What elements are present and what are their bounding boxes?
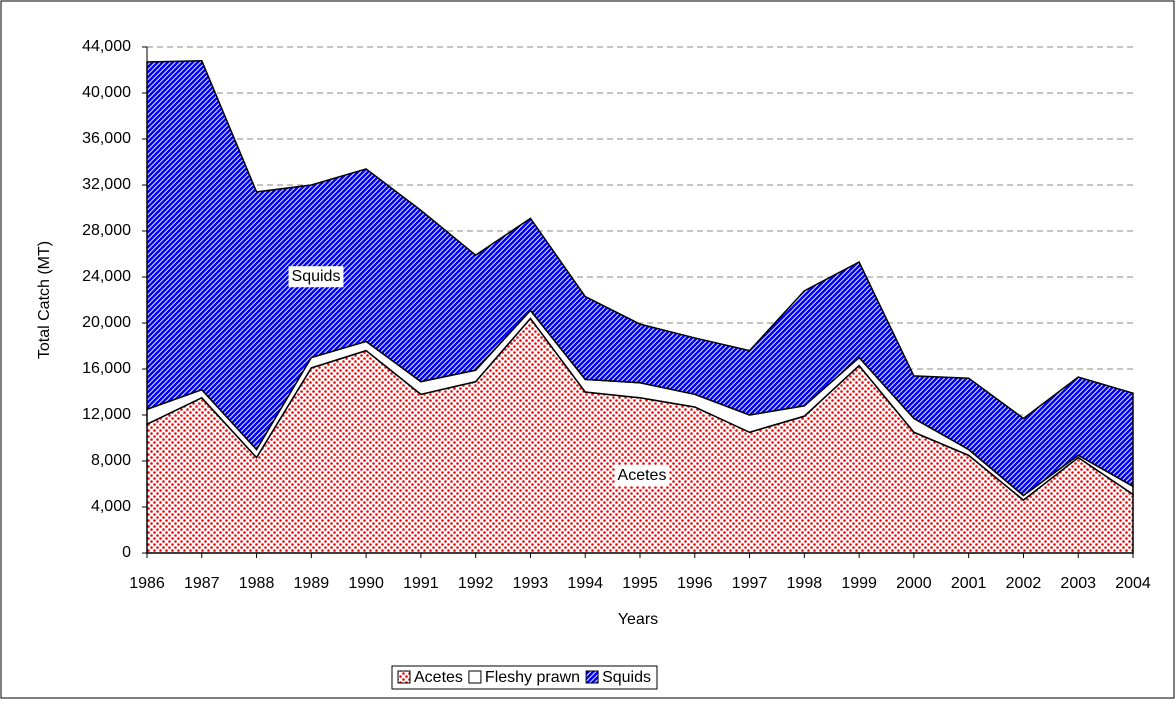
x-tick-label: 1998 bbox=[787, 575, 823, 592]
x-tick-label: 1999 bbox=[841, 575, 877, 592]
annotation: Squids bbox=[292, 268, 341, 285]
y-axis-label: Total Catch (MT) bbox=[36, 241, 53, 359]
y-tick-label: 12,000 bbox=[82, 406, 131, 423]
x-tick-label: 1996 bbox=[677, 575, 713, 592]
x-tick-label: 1997 bbox=[732, 575, 768, 592]
legend-swatch bbox=[468, 670, 482, 684]
x-tick-label: 1989 bbox=[294, 575, 330, 592]
x-tick-label: 1986 bbox=[129, 575, 165, 592]
y-tick-label: 44,000 bbox=[82, 38, 131, 55]
legend-label: Squids bbox=[602, 669, 651, 686]
x-tick-label: 2001 bbox=[951, 575, 987, 592]
x-tick-label: 1990 bbox=[348, 575, 384, 592]
x-axis-label: Years bbox=[618, 611, 658, 628]
x-tick-label: 1995 bbox=[622, 575, 658, 592]
annotation-bg bbox=[288, 266, 344, 288]
y-tick-label: 16,000 bbox=[82, 360, 131, 377]
x-tick-label: 2003 bbox=[1060, 575, 1096, 592]
x-tick-label: 1987 bbox=[184, 575, 220, 592]
y-tick-label: 28,000 bbox=[82, 222, 131, 239]
x-tick-label: 1988 bbox=[239, 575, 275, 592]
legend: Acetes Fleshy prawn Squids bbox=[391, 665, 658, 690]
y-tick-label: 40,000 bbox=[82, 84, 131, 101]
x-tick-label: 1991 bbox=[403, 575, 439, 592]
legend-label: Fleshy prawn bbox=[485, 669, 580, 686]
area bbox=[146, 60, 1134, 497]
x-tick-label: 1993 bbox=[513, 575, 549, 592]
y-tick-label: 0 bbox=[122, 544, 131, 561]
legend-swatch bbox=[585, 670, 599, 684]
y-tick-label: 24,000 bbox=[82, 268, 131, 285]
x-tick-label: 1994 bbox=[567, 575, 603, 592]
x-tick-label: 2000 bbox=[896, 575, 932, 592]
y-tick-label: 36,000 bbox=[82, 130, 131, 147]
y-tick-label: 8,000 bbox=[91, 452, 131, 469]
y-tick-label: 20,000 bbox=[82, 314, 131, 331]
annotation-bg bbox=[614, 465, 670, 487]
x-tick-label: 2002 bbox=[1006, 575, 1042, 592]
x-tick-label: 1992 bbox=[458, 575, 494, 592]
y-tick-label: 32,000 bbox=[82, 176, 131, 193]
x-tick-label: 2004 bbox=[1115, 575, 1151, 592]
legend-label: Acetes bbox=[414, 669, 463, 686]
legend-swatch bbox=[397, 670, 411, 684]
y-tick-label: 4,000 bbox=[91, 498, 131, 515]
annotation: Acetes bbox=[618, 467, 667, 484]
